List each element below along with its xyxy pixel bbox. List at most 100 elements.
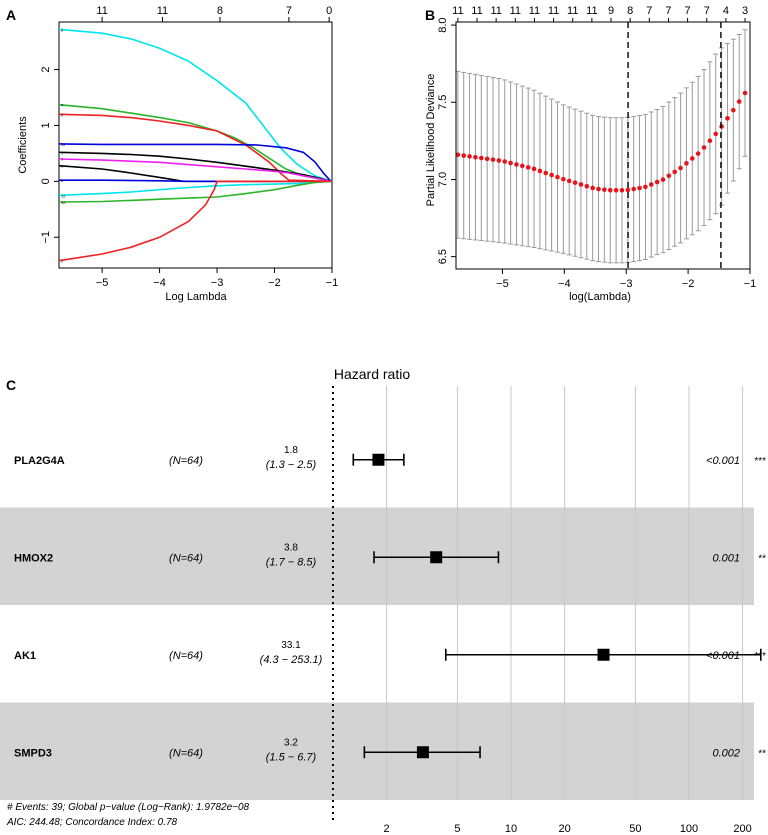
panel-a-y-axis-title: Coefficients: [17, 116, 29, 174]
x-tick-label: 100: [680, 823, 698, 835]
deviance-point: [631, 186, 636, 192]
y-tick-label: 8.0: [437, 17, 449, 32]
deviance-point: [654, 179, 660, 185]
deviance-point: [555, 174, 560, 180]
deviance-point: [537, 168, 543, 174]
x-tick-label: −2: [682, 278, 695, 290]
y-tick-label: −1: [40, 231, 52, 244]
deviance-point: [637, 185, 642, 191]
x-tick-label: −1: [744, 278, 757, 290]
y-tick-label: 7.5: [437, 95, 449, 110]
panel-b-letter: B: [425, 7, 435, 23]
deviance-point: [590, 185, 595, 191]
top-tick-label: 11: [490, 5, 501, 17]
sample-size: (N=64): [169, 650, 203, 662]
p-value: <0.001: [706, 650, 740, 662]
forest-row-SMPD3: SMPD3 (N=64) 3.2 (1.5 − 6.7) 0.002 **: [14, 737, 766, 763]
deviance-point: [701, 145, 707, 150]
x-tick-label: −5: [496, 278, 509, 290]
panel-c-title: Hazard ratio: [334, 366, 410, 382]
coef-path-label-8: 8: [61, 178, 64, 183]
x-tick-label: −4: [558, 278, 571, 290]
deviance-point: [742, 90, 748, 96]
x-tick-label: −3: [620, 278, 633, 290]
x-tick-label: −3: [211, 277, 224, 289]
top-tick-label: 7: [704, 5, 710, 17]
deviance-point: [566, 178, 572, 184]
top-tick-label: 8: [217, 5, 223, 17]
panel-a-x-axis-title: Log Lambda: [165, 291, 227, 303]
gene-label: HMOX2: [14, 552, 53, 564]
sample-size: (N=64): [169, 455, 203, 467]
top-tick-label: 8: [627, 5, 633, 17]
top-tick-label: 9: [608, 5, 614, 17]
coef-path-label-1: 1: [61, 150, 64, 155]
panel-a-top-axis: 11 11 8 7 0: [96, 5, 332, 22]
deviance-point: [707, 138, 713, 144]
confidence-interval: (1.7 − 8.5): [266, 556, 317, 568]
deviance-point: [508, 160, 513, 166]
deviance-point: [514, 162, 519, 167]
hazard-ratio-marker: [416, 746, 429, 759]
panel-b-y-axis: 6.5 7.0 7.5 8.0: [437, 17, 457, 264]
top-tick-label: 7: [665, 5, 671, 17]
deviance-point: [455, 152, 461, 158]
top-tick-label: 3: [742, 5, 748, 17]
deviance-point: [549, 172, 554, 178]
deviance-point: [619, 187, 625, 193]
top-tick-label: 11: [567, 5, 578, 17]
top-tick-label: 11: [548, 5, 559, 17]
coef-path-7: [58, 158, 332, 183]
deviance-point: [678, 165, 683, 171]
panel-c-letter: C: [6, 377, 16, 393]
panel-b-top-axis: 11 11 11 11 11 11 11 11 9 8 7 7 7 7 4 3: [452, 5, 748, 22]
top-tick-label: 11: [529, 5, 540, 17]
coef-path-12: [58, 180, 331, 197]
gene-label: AK1: [14, 650, 36, 662]
panel-b-lambda-lines: [627, 22, 722, 269]
deviance-point: [613, 187, 619, 193]
deviance-point: [684, 161, 689, 166]
deviance-point: [731, 107, 736, 113]
deviance-point: [672, 169, 678, 175]
deviance-point: [525, 165, 531, 170]
deviance-point: [736, 99, 742, 104]
y-tick-label: 7.0: [437, 172, 449, 187]
panel-c-gridlines: [386, 386, 744, 800]
y-tick-label: 1: [40, 122, 52, 128]
deviance-point: [643, 184, 648, 190]
top-tick-label: 7: [646, 5, 652, 17]
panel-b-y-axis-title: Partial Likelihood Deviance: [425, 74, 437, 207]
x-tick-label: 5: [454, 823, 460, 835]
coef-path-6: [58, 28, 332, 183]
coef-path-label-3: 3: [61, 164, 64, 169]
coef-path-1: [58, 151, 332, 183]
deviance-point: [578, 182, 584, 187]
x-tick-label: 200: [733, 823, 751, 835]
panel-a-y-axis: −1 0 1 2: [40, 66, 59, 244]
coef-path-label-12: 12: [61, 193, 66, 198]
sample-size: (N=64): [169, 747, 203, 759]
top-tick-label: 11: [452, 5, 463, 17]
coef-path-2: [58, 180, 331, 262]
panel-b-x-axis-title: log(Lambda): [569, 291, 631, 303]
deviance-point: [660, 177, 666, 182]
panel-c-footer-events: # Events: 39; Global p−value (Log−Rank):…: [7, 802, 250, 813]
deviance-point: [648, 182, 654, 187]
top-tick-label: 4: [723, 5, 729, 17]
deviance-point: [725, 116, 730, 121]
significance-stars: **: [758, 748, 766, 759]
deviance-point: [561, 176, 566, 182]
deviance-point: [461, 153, 467, 158]
panel-c-x-axis: 25102050100200500: [384, 823, 752, 835]
forest-row-PLA2G4A: PLA2G4A (N=64) 1.8 (1.3 − 2.5) <0.001 ***: [14, 445, 766, 471]
coef-path-label-7: 7: [61, 157, 64, 162]
x-tick-label: 20: [558, 823, 570, 835]
panel-b-x-axis: −5 −4 −3 −2 −1: [496, 268, 757, 290]
x-tick-label: −5: [96, 277, 109, 289]
panel-b-points: [455, 90, 748, 193]
panel-a-letter: A: [6, 7, 16, 23]
deviance-point: [602, 187, 607, 192]
row-shading: [0, 507, 754, 605]
